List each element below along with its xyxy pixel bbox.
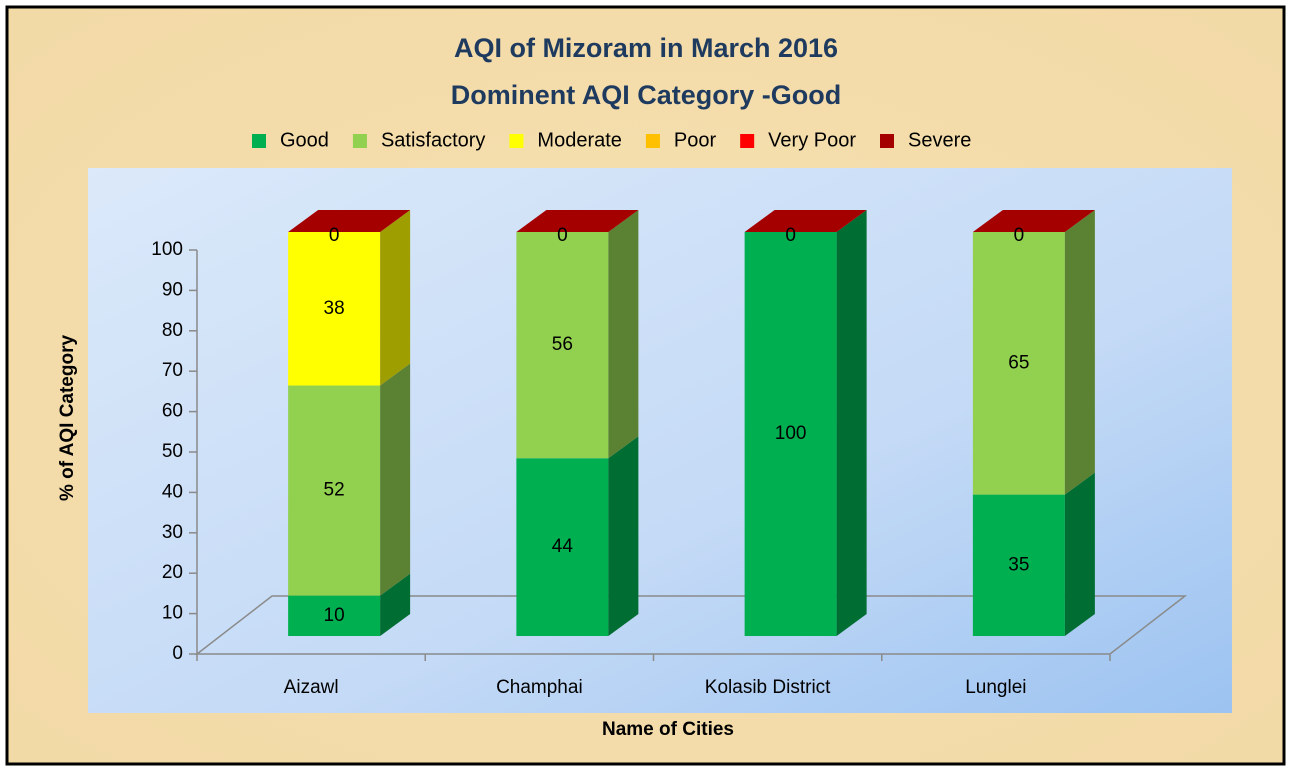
bar-segment-side bbox=[608, 436, 639, 636]
bar-segment-side bbox=[1064, 210, 1095, 495]
y-tick-label: 100 bbox=[151, 239, 183, 260]
y-tick-label: 70 bbox=[162, 360, 183, 381]
bar-segment bbox=[288, 595, 381, 636]
legend-label: Severe bbox=[908, 129, 971, 151]
legend-label: Very Poor bbox=[768, 129, 856, 151]
bar-top bbox=[288, 210, 411, 232]
x-tick-label: Kolasib District bbox=[705, 677, 831, 698]
data-label: 100 bbox=[775, 423, 807, 444]
data-label: 38 bbox=[324, 298, 345, 319]
data-label: 10 bbox=[324, 605, 345, 626]
legend-swatch bbox=[645, 134, 660, 148]
y-tick-label: 80 bbox=[162, 320, 183, 341]
data-label: 52 bbox=[324, 480, 345, 501]
legend-swatch bbox=[880, 134, 894, 148]
bar-top bbox=[972, 210, 1095, 232]
bar-segment-side bbox=[836, 210, 867, 636]
legend-swatch bbox=[252, 134, 266, 148]
bar-segment-side bbox=[380, 573, 411, 636]
chart-title: AQI of Mizoram in March 2016 bbox=[454, 33, 838, 63]
chart-subtitle: Dominent AQI Category -Good bbox=[451, 80, 842, 110]
x-tick-label: Aizawl bbox=[284, 677, 339, 698]
data-label: 0 bbox=[329, 225, 340, 246]
y-tick-label: 20 bbox=[162, 562, 183, 583]
bar-segment bbox=[744, 232, 837, 636]
bar-segment bbox=[972, 232, 1065, 495]
data-label: 44 bbox=[552, 536, 574, 557]
x-axis-label: Name of Cities bbox=[602, 719, 734, 740]
legend-label: Moderate bbox=[537, 129, 622, 151]
legend-swatch bbox=[352, 134, 367, 148]
y-tick-label: 0 bbox=[172, 643, 183, 664]
legend-swatch bbox=[509, 134, 524, 148]
legend-swatch bbox=[740, 134, 755, 148]
legend-label: Good bbox=[280, 129, 329, 151]
y-tick-label: 10 bbox=[162, 603, 183, 624]
y-tick-label: 30 bbox=[162, 522, 183, 543]
legend-label: Poor bbox=[674, 129, 717, 151]
bar-segment bbox=[516, 232, 609, 459]
data-label: 0 bbox=[557, 225, 568, 246]
bar-top bbox=[744, 210, 867, 232]
y-tick-label: 50 bbox=[162, 441, 183, 462]
y-tick-label: 90 bbox=[162, 279, 183, 300]
bar-segment-side bbox=[608, 210, 639, 459]
bar-segment-side bbox=[380, 363, 411, 596]
bar-segment-side bbox=[1064, 472, 1095, 636]
data-label: 65 bbox=[1008, 352, 1029, 373]
y-tick-label: 40 bbox=[162, 481, 183, 502]
bar-segment-side bbox=[380, 210, 411, 386]
data-label: 0 bbox=[785, 225, 796, 246]
data-label: 56 bbox=[552, 334, 573, 355]
bar-segment bbox=[288, 232, 381, 386]
data-label: 35 bbox=[1008, 554, 1029, 575]
x-tick-label: Lunglei bbox=[965, 677, 1026, 698]
bar-top bbox=[516, 210, 639, 232]
bar-segment bbox=[288, 385, 381, 596]
data-label: 0 bbox=[1014, 225, 1025, 246]
bar-segment bbox=[516, 458, 609, 636]
bar-segment bbox=[972, 494, 1065, 636]
floor bbox=[194, 595, 1188, 655]
x-tick-label: Champhai bbox=[496, 677, 583, 698]
legend-label: Satisfactory bbox=[381, 129, 485, 151]
y-tick-label: 60 bbox=[162, 401, 183, 422]
y-axis-label: % of AQI Category bbox=[57, 335, 78, 502]
